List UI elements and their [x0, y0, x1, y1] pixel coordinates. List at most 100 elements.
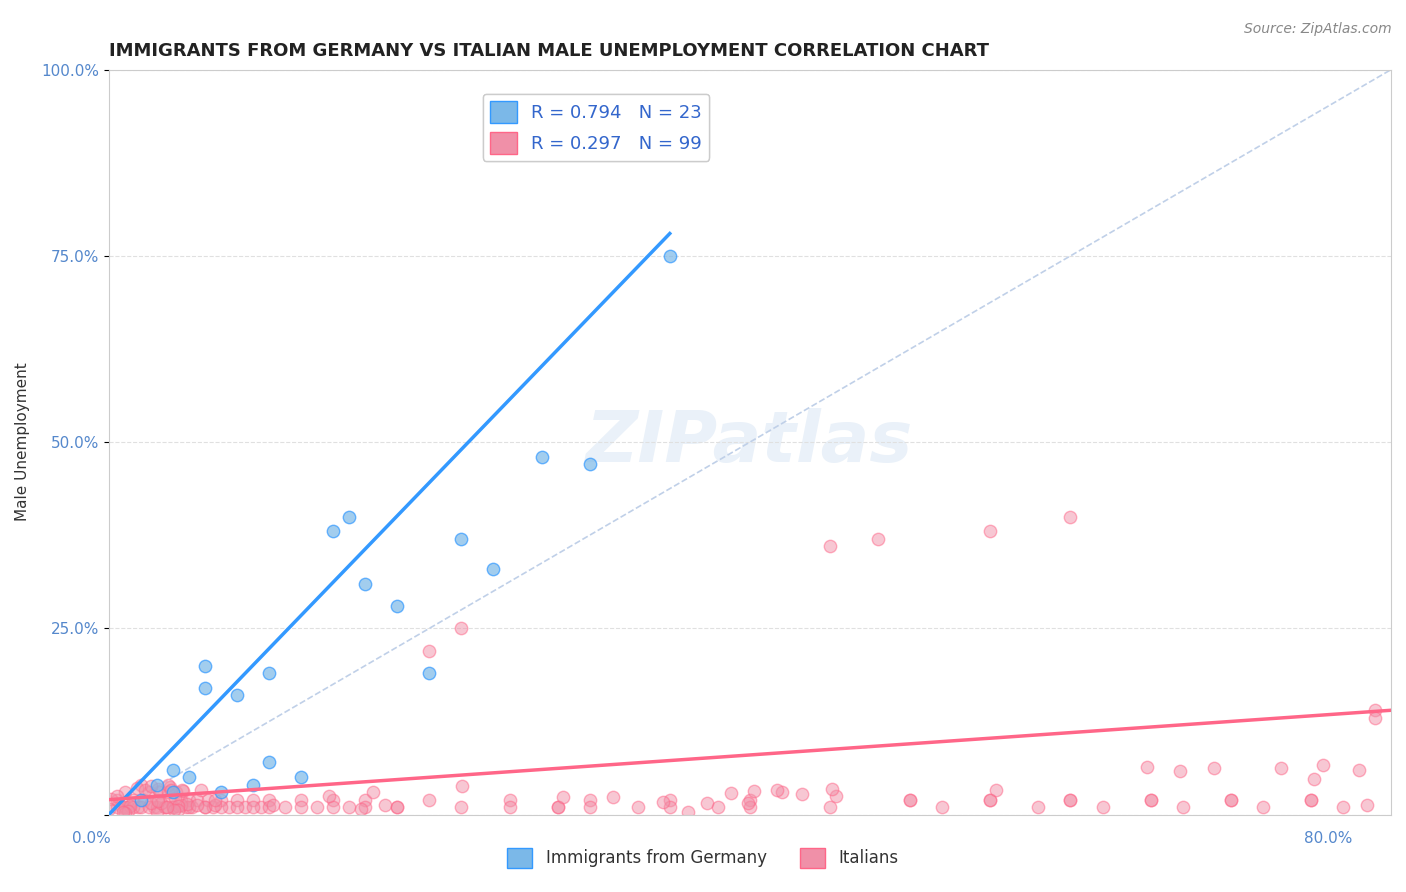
Point [197, 792, 219, 806]
Text: Source: ZipAtlas.com: Source: ZipAtlas.com [1244, 22, 1392, 37]
Point [1364, 703, 1386, 717]
Point [1331, 800, 1354, 814]
Point [204, 797, 226, 812]
Point [387, 599, 409, 613]
Point [194, 800, 217, 814]
Point [1302, 772, 1324, 787]
Point [142, 800, 165, 814]
Point [146, 778, 169, 792]
Point [111, 805, 134, 819]
Point [658, 800, 681, 814]
Point [226, 800, 249, 814]
Point [167, 798, 190, 813]
Point [737, 796, 759, 810]
Point [176, 797, 198, 811]
Point [257, 756, 280, 770]
Point [146, 800, 169, 814]
Point [792, 787, 814, 801]
Point [257, 792, 280, 806]
Point [159, 792, 181, 806]
Point [127, 800, 149, 814]
Point [322, 792, 344, 806]
Point [233, 800, 256, 814]
Point [387, 800, 409, 814]
Point [105, 792, 128, 806]
Point [350, 801, 373, 815]
Point [190, 783, 212, 797]
Point [186, 792, 208, 806]
Point [290, 770, 312, 784]
Point [111, 800, 134, 814]
Point [1251, 800, 1274, 814]
Point [818, 800, 841, 814]
Point [290, 792, 312, 806]
Point [160, 783, 183, 797]
Point [141, 796, 163, 810]
Point [149, 785, 172, 799]
Point [418, 643, 440, 657]
Point [1348, 763, 1371, 777]
Text: 0.0%: 0.0% [72, 831, 111, 846]
Point [720, 786, 742, 800]
Point [578, 800, 600, 814]
Point [132, 792, 155, 806]
Point [318, 789, 340, 803]
Point [226, 689, 249, 703]
Point [114, 806, 136, 821]
Point [322, 524, 344, 539]
Point [766, 783, 789, 797]
Point [374, 797, 396, 812]
Point [262, 797, 284, 812]
Point [387, 800, 409, 814]
Point [159, 780, 181, 795]
Point [226, 792, 249, 806]
Point [498, 800, 520, 814]
Point [1139, 792, 1161, 806]
Point [177, 792, 200, 806]
Point [156, 800, 179, 814]
Point [156, 785, 179, 799]
Point [770, 785, 793, 799]
Point [194, 658, 217, 673]
Point [354, 576, 377, 591]
Y-axis label: Male Unemployment: Male Unemployment [15, 363, 30, 522]
Point [547, 800, 569, 814]
Point [1059, 509, 1081, 524]
Point [658, 792, 681, 806]
Point [165, 785, 187, 799]
Text: IMMIGRANTS FROM GERMANY VS ITALIAN MALE UNEMPLOYMENT CORRELATION CHART: IMMIGRANTS FROM GERMANY VS ITALIAN MALE … [108, 42, 988, 60]
Point [138, 785, 160, 799]
Point [652, 795, 675, 809]
Point [209, 785, 232, 799]
Point [825, 789, 848, 803]
Point [139, 780, 162, 794]
Point [162, 800, 184, 814]
Point [931, 800, 953, 814]
Point [186, 797, 208, 812]
Point [117, 800, 139, 814]
Point [742, 784, 765, 798]
Point [1299, 792, 1322, 806]
Point [134, 783, 156, 797]
Point [181, 800, 204, 814]
Point [979, 524, 1001, 539]
Point [146, 805, 169, 819]
Point [194, 681, 217, 695]
Point [696, 796, 718, 810]
Point [125, 781, 148, 796]
Point [218, 800, 240, 814]
Point [658, 249, 681, 263]
Point [274, 800, 297, 814]
Point [1312, 758, 1334, 772]
Point [337, 509, 360, 524]
Point [322, 800, 344, 814]
Point [250, 800, 273, 814]
Point [578, 792, 600, 806]
Point [163, 803, 186, 817]
Point [172, 783, 194, 797]
Point [1219, 792, 1241, 806]
Point [450, 800, 472, 814]
Point [418, 666, 440, 681]
Point [627, 800, 650, 814]
Point [177, 770, 200, 784]
